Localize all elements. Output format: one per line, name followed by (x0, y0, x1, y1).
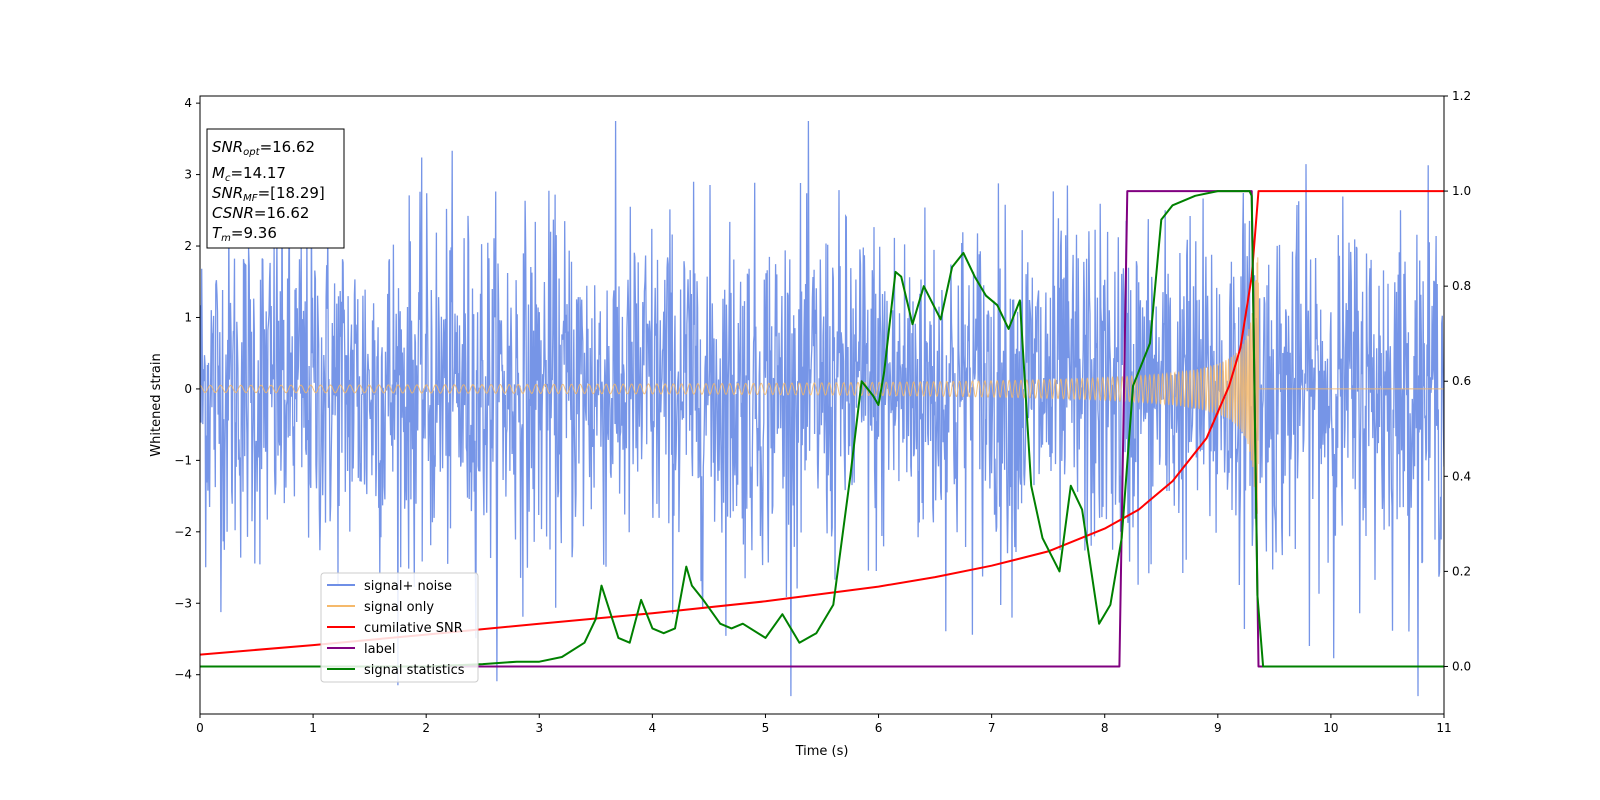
svg-text:signal statistics: signal statistics (364, 663, 465, 678)
series-signal-noise (200, 120, 1444, 697)
info-snr-mf: SNRMF=[18.29] (212, 184, 325, 204)
y-axis-right: 0.0 0.2 0.4 0.6 0.8 1.0 1.2 (1444, 89, 1471, 673)
y2-tick-label: 0.0 (1452, 659, 1471, 673)
y2-tick-label: 1.0 (1452, 184, 1471, 198)
x-tick-label: 11 (1436, 721, 1451, 735)
y-tick-label: 0 (184, 382, 192, 396)
plot-area (200, 120, 1444, 697)
x-tick-label: 10 (1323, 721, 1338, 735)
y2-tick-label: 0.8 (1452, 279, 1471, 293)
y-tick-label: 2 (184, 239, 192, 253)
info-snr-opt: SNRopt=16.62 (212, 138, 315, 158)
y-axis-label: Whitened strain (149, 353, 164, 456)
x-axis: 0 1 2 3 4 5 6 7 8 9 10 11 (196, 714, 1452, 735)
legend-item-signal-statistics: signal statistics (327, 663, 465, 678)
svg-text:cumilative SNR: cumilative SNR (364, 621, 463, 636)
x-tick-label: 6 (875, 721, 883, 735)
x-tick-label: 8 (1101, 721, 1109, 735)
y-tick-label: 4 (184, 96, 192, 110)
legend-item-signal-only: signal only (327, 600, 434, 615)
y-axis-left: −4 −3 −2 −1 0 1 2 3 4 (174, 96, 200, 682)
info-mc: Mc=14.17 (212, 164, 286, 184)
x-tick-label: 9 (1214, 721, 1222, 735)
svg-text:signal+ noise: signal+ noise (364, 579, 452, 594)
svg-text:label: label (364, 642, 395, 657)
x-tick-label: 1 (309, 721, 317, 735)
x-tick-label: 0 (196, 721, 204, 735)
x-tick-label: 4 (649, 721, 657, 735)
info-tm: Tm=9.36 (212, 224, 277, 244)
y-tick-label: 1 (184, 310, 192, 324)
info-csnr: CSNR=16.62 (212, 204, 309, 222)
x-axis-label: Time (s) (795, 744, 849, 759)
y-tick-label: 3 (184, 168, 192, 182)
x-tick-label: 5 (762, 721, 770, 735)
x-tick-label: 2 (422, 721, 430, 735)
y2-tick-label: 0.6 (1452, 374, 1471, 388)
y2-tick-label: 1.2 (1452, 89, 1471, 103)
x-tick-label: 7 (988, 721, 996, 735)
x-tick-label: 3 (535, 721, 543, 735)
series-signal-only (200, 257, 1444, 521)
legend-item-signal-noise: signal+ noise (327, 579, 452, 594)
info-box: SNRopt=16.62 Mc=14.17 SNRMF=[18.29] CSNR… (206, 128, 345, 249)
legend-item-cumulative-snr: cumilative SNR (327, 621, 463, 636)
series-signal-statistics (200, 190, 1444, 668)
y2-tick-label: 0.2 (1452, 564, 1471, 578)
y-tick-label: −4 (174, 668, 192, 682)
y2-tick-label: 0.4 (1452, 469, 1471, 483)
legend: signal+ noise signal only cumilative SNR… (320, 572, 479, 683)
y-tick-label: −2 (174, 525, 192, 539)
svg-text:signal only: signal only (364, 600, 434, 615)
y-tick-label: −1 (174, 453, 192, 467)
y-tick-label: −3 (174, 596, 192, 610)
plot-frame (199, 95, 1445, 715)
legend-item-label: label (327, 642, 395, 657)
